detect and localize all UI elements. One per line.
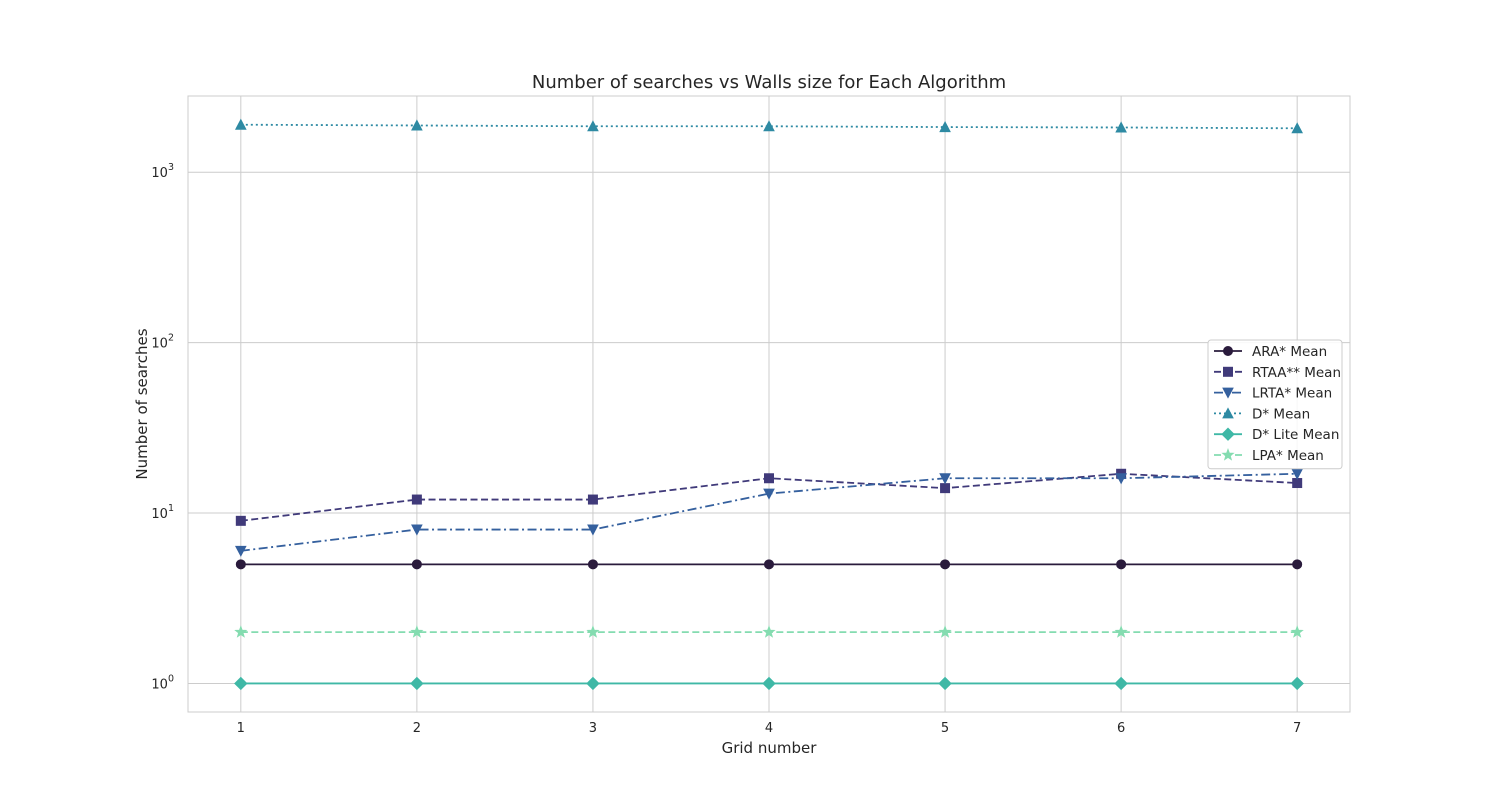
series-lpa-mean xyxy=(234,625,1304,638)
legend-entry: LRTA* Mean xyxy=(1214,386,1332,402)
data-point xyxy=(1292,478,1303,489)
data-point xyxy=(411,524,423,536)
data-point xyxy=(1114,625,1128,638)
series-ara-mean xyxy=(235,559,1303,570)
y-tick-exponent: 3 xyxy=(168,162,174,173)
data-point xyxy=(234,625,248,638)
legend-label: RTAA** Mean xyxy=(1252,365,1341,381)
legend-marker xyxy=(1223,366,1233,377)
y-tick-label: 102 xyxy=(151,333,174,352)
data-point xyxy=(234,118,247,130)
chart-title: Number of searches vs Walls size for Eac… xyxy=(532,72,1006,93)
legend-label: LPA* Mean xyxy=(1252,448,1324,464)
data-point xyxy=(1115,473,1127,485)
x-tick-label: 6 xyxy=(1117,721,1125,736)
legend-label: D* Mean xyxy=(1252,406,1310,422)
data-point xyxy=(587,120,599,132)
data-point xyxy=(1116,559,1127,570)
x-axis-label: Grid number xyxy=(722,739,818,757)
data-point xyxy=(764,559,774,570)
data-point xyxy=(938,676,952,691)
x-tick-label: 7 xyxy=(1293,721,1301,736)
legend-label: LRTA* Mean xyxy=(1252,386,1332,402)
x-tick-label: 1 xyxy=(237,721,245,736)
data-point xyxy=(763,120,775,132)
legend-marker xyxy=(1221,448,1235,461)
series-d-mean xyxy=(234,118,1304,134)
legend-label: ARA* Mean xyxy=(1252,344,1327,360)
legend-entry: LPA* Mean xyxy=(1214,448,1324,464)
data-point xyxy=(235,559,246,570)
data-point xyxy=(1290,625,1304,638)
data-point xyxy=(764,473,774,484)
data-point xyxy=(586,625,600,638)
data-point xyxy=(587,524,599,536)
series-d-lite-mean xyxy=(234,676,1304,691)
data-point xyxy=(411,494,422,505)
data-point xyxy=(586,676,600,691)
grid xyxy=(188,96,1350,712)
legend-marker xyxy=(1223,346,1233,356)
data-point xyxy=(940,483,951,494)
x-axis-ticks: 1 2 3 4 5 6 7 xyxy=(237,721,1302,736)
data-point xyxy=(587,559,598,570)
data-point xyxy=(1290,676,1304,691)
data-point xyxy=(1291,122,1304,134)
data-point xyxy=(234,676,248,691)
legend-entry: RTAA** Mean xyxy=(1214,365,1341,381)
x-tick-label: 2 xyxy=(413,721,421,736)
data-point xyxy=(234,545,247,557)
data-point xyxy=(410,625,424,638)
data-point xyxy=(1114,676,1128,691)
y-axis-label: Number of searches xyxy=(133,328,151,479)
data-point xyxy=(938,625,952,638)
legend-marker xyxy=(1221,427,1235,441)
data-point xyxy=(411,119,423,131)
data-point xyxy=(939,121,951,133)
legend-entry: D* Mean xyxy=(1214,406,1310,422)
legend-entry: ARA* Mean xyxy=(1214,344,1327,360)
data-point xyxy=(1115,121,1127,133)
legend: ARA* Mean RTAA** Mean LRTA* Mean D* Mean D* … xyxy=(1207,339,1343,470)
y-tick-exponent: 0 xyxy=(168,673,174,684)
legend-marker xyxy=(1222,387,1234,399)
y-tick-exponent: 2 xyxy=(168,333,174,344)
y-tick-exponent: 1 xyxy=(168,503,174,514)
data-point xyxy=(235,515,246,526)
legend-marker xyxy=(1222,407,1234,419)
data-point xyxy=(1292,559,1303,570)
y-tick-label: 100 xyxy=(151,673,174,692)
plot-area-frame xyxy=(187,95,1351,713)
y-tick-label: 103 xyxy=(151,162,174,181)
y-tick-label: 101 xyxy=(151,503,174,522)
data-point xyxy=(762,676,776,691)
data-point xyxy=(940,559,951,570)
legend-label: D* Lite Mean xyxy=(1252,427,1339,443)
data-point xyxy=(410,676,424,691)
series-layer xyxy=(234,118,1304,691)
data-point xyxy=(763,488,775,500)
data-point xyxy=(411,559,422,570)
x-tick-label: 3 xyxy=(589,721,597,736)
data-point xyxy=(762,625,776,638)
data-point xyxy=(587,494,598,505)
data-point xyxy=(939,473,951,485)
legend-entry: D* Lite Mean xyxy=(1214,427,1339,443)
x-tick-label: 4 xyxy=(765,721,773,736)
x-tick-label: 5 xyxy=(941,721,949,736)
